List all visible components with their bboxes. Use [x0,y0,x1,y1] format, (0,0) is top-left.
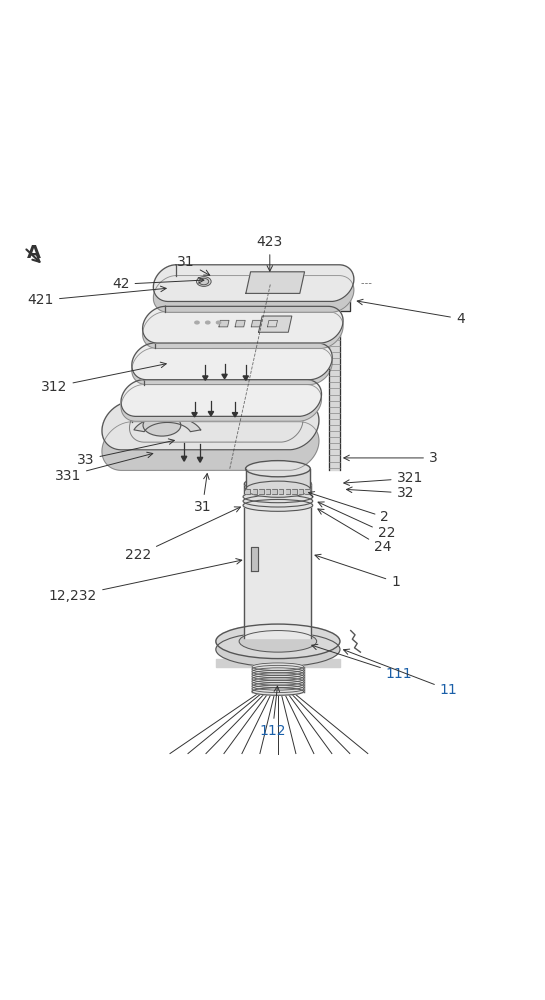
Polygon shape [279,489,283,494]
Text: 3: 3 [344,451,438,465]
Text: 331: 331 [54,452,153,483]
Ellipse shape [252,665,304,673]
Text: A: A [27,244,41,262]
Text: 4: 4 [357,299,465,326]
Text: 2: 2 [308,492,389,524]
Polygon shape [235,320,245,327]
Ellipse shape [246,461,310,477]
Text: 1: 1 [315,554,400,589]
Polygon shape [143,306,343,343]
Polygon shape [259,489,264,494]
Text: 112: 112 [259,686,286,738]
Polygon shape [143,306,343,348]
Polygon shape [203,376,208,380]
Polygon shape [253,489,257,494]
Text: 22: 22 [318,502,395,540]
Text: 31: 31 [177,255,210,275]
Polygon shape [243,376,249,380]
Text: 321: 321 [344,471,423,485]
Text: 312: 312 [41,362,166,394]
Ellipse shape [252,675,304,683]
Polygon shape [337,295,350,311]
Polygon shape [192,413,197,417]
Polygon shape [219,320,229,327]
Text: 32: 32 [347,486,414,500]
Ellipse shape [143,414,181,436]
Ellipse shape [243,495,313,507]
Ellipse shape [239,631,317,652]
Polygon shape [102,401,319,470]
Ellipse shape [205,321,210,324]
Ellipse shape [197,277,211,286]
Ellipse shape [246,481,310,497]
Polygon shape [286,489,290,494]
Ellipse shape [216,321,221,324]
Text: 12,232: 12,232 [49,559,242,603]
Ellipse shape [252,688,304,695]
Text: 423: 423 [257,235,283,271]
Polygon shape [132,343,332,385]
Text: 31: 31 [193,474,211,514]
Text: 11: 11 [343,649,457,697]
Ellipse shape [252,685,304,693]
Ellipse shape [195,321,199,324]
Polygon shape [121,380,322,421]
Polygon shape [134,417,201,432]
Ellipse shape [252,678,304,685]
Polygon shape [246,489,250,494]
Ellipse shape [243,491,313,503]
Polygon shape [132,343,332,380]
Polygon shape [258,316,292,332]
Polygon shape [251,320,262,327]
Polygon shape [121,380,322,416]
Polygon shape [246,272,305,293]
Polygon shape [299,489,303,494]
Polygon shape [222,374,227,379]
Polygon shape [232,413,238,417]
Polygon shape [208,412,214,416]
Ellipse shape [199,278,209,285]
Text: 33: 33 [77,439,174,467]
Text: 42: 42 [112,277,204,291]
Ellipse shape [216,624,340,659]
Polygon shape [268,320,277,327]
Polygon shape [197,457,203,462]
Text: 421: 421 [28,286,166,307]
Polygon shape [266,489,270,494]
Ellipse shape [245,476,311,491]
Text: 111: 111 [312,644,413,681]
Ellipse shape [252,680,304,688]
Text: 222: 222 [125,507,240,562]
Ellipse shape [252,668,304,675]
Polygon shape [272,489,277,494]
Ellipse shape [258,480,298,488]
Polygon shape [251,547,258,571]
Ellipse shape [243,499,313,511]
Polygon shape [181,456,187,461]
Polygon shape [305,489,310,494]
Polygon shape [292,489,296,494]
Polygon shape [153,265,354,312]
Ellipse shape [252,673,304,680]
Ellipse shape [252,663,304,670]
Ellipse shape [216,632,340,667]
Polygon shape [102,401,319,450]
Text: 24: 24 [318,509,391,554]
Ellipse shape [252,670,304,678]
Ellipse shape [252,683,304,690]
Polygon shape [153,265,354,301]
